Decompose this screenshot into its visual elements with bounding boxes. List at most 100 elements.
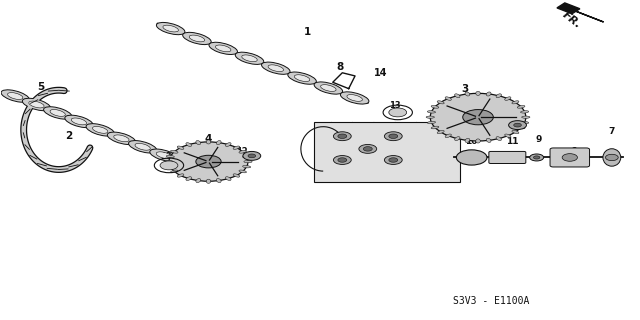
Text: 14: 14 bbox=[374, 68, 388, 78]
Text: 4: 4 bbox=[205, 134, 212, 144]
Ellipse shape bbox=[505, 134, 511, 138]
Ellipse shape bbox=[454, 94, 460, 98]
Text: 6: 6 bbox=[570, 147, 577, 156]
Ellipse shape bbox=[233, 174, 240, 177]
Ellipse shape bbox=[233, 146, 240, 149]
Ellipse shape bbox=[182, 32, 211, 44]
Ellipse shape bbox=[108, 132, 136, 145]
Ellipse shape bbox=[437, 131, 444, 133]
Ellipse shape bbox=[314, 82, 342, 94]
Ellipse shape bbox=[445, 134, 451, 138]
Circle shape bbox=[463, 109, 493, 125]
Ellipse shape bbox=[166, 165, 174, 168]
Ellipse shape bbox=[242, 55, 257, 62]
Circle shape bbox=[430, 93, 526, 141]
Ellipse shape bbox=[437, 101, 444, 104]
Ellipse shape bbox=[170, 170, 178, 173]
Ellipse shape bbox=[65, 115, 93, 128]
Ellipse shape bbox=[517, 106, 525, 108]
Circle shape bbox=[169, 142, 248, 181]
Ellipse shape bbox=[186, 143, 191, 147]
Ellipse shape bbox=[244, 160, 252, 163]
Text: 8: 8 bbox=[337, 62, 344, 72]
Ellipse shape bbox=[216, 45, 231, 52]
Ellipse shape bbox=[177, 174, 184, 177]
Circle shape bbox=[338, 158, 347, 162]
Circle shape bbox=[389, 134, 397, 139]
Text: 13: 13 bbox=[389, 101, 401, 110]
Circle shape bbox=[160, 161, 178, 170]
Ellipse shape bbox=[512, 131, 519, 133]
Ellipse shape bbox=[465, 92, 470, 96]
Ellipse shape bbox=[243, 155, 251, 158]
Circle shape bbox=[530, 154, 543, 161]
Text: 10: 10 bbox=[465, 137, 478, 146]
Ellipse shape bbox=[428, 111, 435, 113]
Circle shape bbox=[389, 158, 397, 162]
Ellipse shape bbox=[166, 155, 174, 158]
Polygon shape bbox=[314, 122, 460, 182]
Circle shape bbox=[456, 150, 487, 165]
Ellipse shape bbox=[8, 92, 23, 100]
Ellipse shape bbox=[486, 92, 491, 96]
Ellipse shape bbox=[22, 98, 51, 111]
Ellipse shape bbox=[288, 72, 316, 84]
Ellipse shape bbox=[445, 97, 451, 100]
Circle shape bbox=[196, 155, 221, 168]
Ellipse shape bbox=[603, 149, 621, 166]
Ellipse shape bbox=[225, 143, 231, 147]
Ellipse shape bbox=[262, 62, 290, 74]
Ellipse shape bbox=[93, 126, 108, 133]
Circle shape bbox=[389, 108, 406, 117]
Ellipse shape bbox=[476, 91, 480, 95]
Ellipse shape bbox=[86, 124, 115, 136]
Circle shape bbox=[359, 144, 377, 153]
Circle shape bbox=[509, 121, 527, 130]
Ellipse shape bbox=[496, 137, 502, 140]
Ellipse shape bbox=[426, 116, 435, 118]
Ellipse shape bbox=[428, 121, 435, 124]
Text: 12: 12 bbox=[236, 147, 248, 156]
Ellipse shape bbox=[465, 138, 470, 142]
Ellipse shape bbox=[486, 138, 491, 142]
Ellipse shape bbox=[517, 126, 525, 129]
Ellipse shape bbox=[186, 177, 191, 180]
Polygon shape bbox=[557, 3, 604, 22]
Text: 13: 13 bbox=[160, 152, 172, 161]
Ellipse shape bbox=[156, 22, 185, 35]
Ellipse shape bbox=[505, 97, 511, 100]
Ellipse shape bbox=[206, 179, 211, 183]
Ellipse shape bbox=[196, 140, 201, 145]
FancyBboxPatch shape bbox=[550, 148, 589, 167]
Circle shape bbox=[248, 154, 255, 158]
FancyBboxPatch shape bbox=[489, 151, 526, 164]
Circle shape bbox=[243, 151, 260, 160]
Ellipse shape bbox=[512, 101, 519, 104]
Ellipse shape bbox=[177, 160, 193, 167]
Ellipse shape bbox=[294, 75, 310, 82]
Ellipse shape bbox=[476, 139, 480, 143]
Ellipse shape bbox=[171, 157, 199, 170]
Ellipse shape bbox=[150, 149, 178, 162]
Text: 3: 3 bbox=[461, 84, 469, 94]
Circle shape bbox=[333, 156, 351, 164]
Text: 1: 1 bbox=[303, 27, 311, 36]
Ellipse shape bbox=[170, 150, 178, 153]
Circle shape bbox=[385, 132, 402, 141]
Ellipse shape bbox=[496, 94, 502, 98]
Text: FR.: FR. bbox=[561, 10, 583, 30]
Text: 2: 2 bbox=[65, 131, 72, 141]
Ellipse shape bbox=[520, 121, 529, 124]
Text: 9: 9 bbox=[536, 135, 541, 144]
Ellipse shape bbox=[340, 92, 369, 104]
Ellipse shape bbox=[239, 150, 246, 153]
Circle shape bbox=[562, 154, 577, 161]
Ellipse shape bbox=[216, 179, 221, 183]
Ellipse shape bbox=[135, 143, 150, 150]
Ellipse shape bbox=[189, 35, 205, 42]
Ellipse shape bbox=[165, 160, 173, 163]
Ellipse shape bbox=[50, 109, 65, 116]
Ellipse shape bbox=[520, 111, 529, 113]
Ellipse shape bbox=[1, 90, 29, 102]
Circle shape bbox=[534, 156, 540, 159]
